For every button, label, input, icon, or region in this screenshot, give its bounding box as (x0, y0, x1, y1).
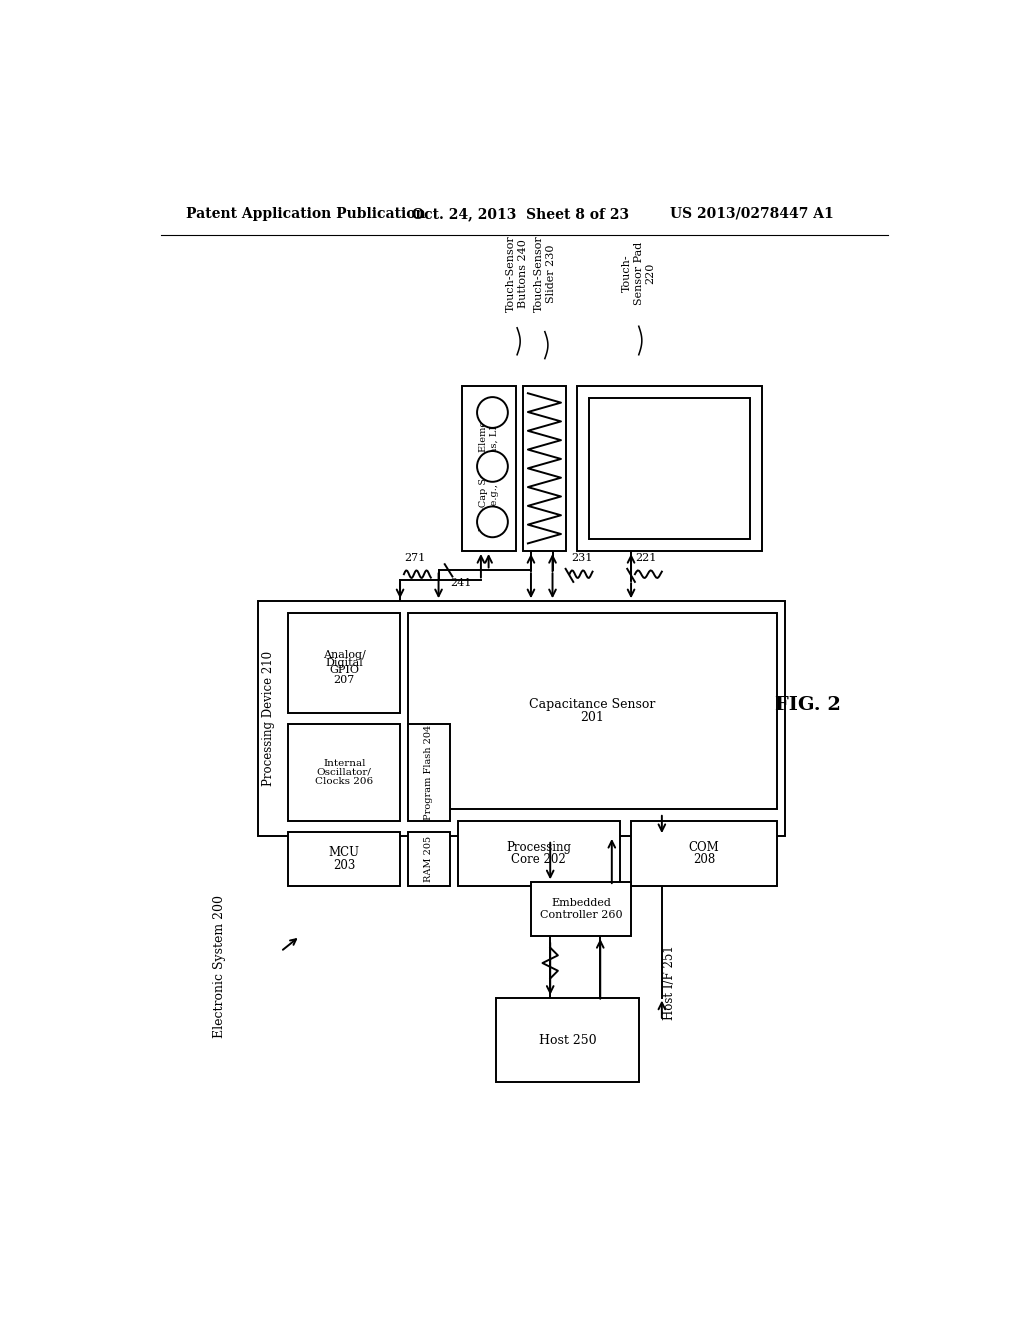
Text: Patent Application Publication: Patent Application Publication (186, 207, 426, 220)
Text: Analog/: Analog/ (323, 649, 366, 660)
Bar (590, 397, 750, 539)
Bar (578, 385, 762, 552)
Text: COM: COM (689, 841, 720, 854)
Text: Processing: Processing (506, 841, 571, 854)
Bar (289, 612, 400, 713)
Bar (631, 821, 777, 886)
Text: 207: 207 (334, 675, 355, 685)
Text: 221: 221 (635, 553, 656, 564)
Circle shape (477, 397, 508, 428)
Text: Oct. 24, 2013  Sheet 8 of 23: Oct. 24, 2013 Sheet 8 of 23 (412, 207, 629, 220)
Text: Touch-Sensor
Slider 230: Touch-Sensor Slider 230 (535, 236, 556, 313)
Bar (523, 385, 565, 552)
Text: Electronic System 200: Electronic System 200 (213, 895, 225, 1039)
Text: 203: 203 (333, 859, 355, 871)
Text: Touch-Sensor
Buttons 240: Touch-Sensor Buttons 240 (506, 236, 528, 313)
Bar (289, 725, 400, 821)
Circle shape (477, 507, 508, 537)
Text: Digital: Digital (326, 657, 364, 668)
Bar (258, 601, 785, 836)
Text: MCU: MCU (329, 846, 359, 859)
Bar (497, 998, 639, 1082)
Text: Oscillator/: Oscillator/ (316, 768, 372, 777)
Bar (458, 821, 620, 886)
Bar (462, 385, 515, 552)
Text: Core 202: Core 202 (511, 853, 566, 866)
Circle shape (477, 451, 508, 482)
Text: RAM 205: RAM 205 (424, 836, 433, 882)
Text: Touch-
Sensor Pad
220: Touch- Sensor Pad 220 (623, 242, 655, 305)
Text: Internal: Internal (323, 759, 366, 768)
Text: FIG. 2: FIG. 2 (775, 696, 841, 714)
Text: Capacitance Sensor: Capacitance Sensor (529, 698, 655, 711)
Text: Host 250: Host 250 (539, 1034, 596, 1047)
Bar (408, 612, 777, 809)
Text: Program Flash 204: Program Flash 204 (424, 725, 433, 820)
Text: 208: 208 (693, 853, 716, 866)
Text: US 2013/0278447 A1: US 2013/0278447 A1 (670, 207, 834, 220)
Text: Processing Device 210: Processing Device 210 (262, 651, 274, 787)
Text: 271: 271 (403, 553, 425, 564)
Bar (408, 832, 451, 886)
Text: 201: 201 (581, 710, 604, 723)
Bar (289, 832, 400, 886)
Text: 231: 231 (571, 553, 592, 564)
Text: 241: 241 (451, 578, 471, 587)
Text: Controller 260: Controller 260 (540, 911, 623, 920)
Text: Non-Cap Sense Elements: Non-Cap Sense Elements (479, 405, 487, 531)
Text: Clocks 206: Clocks 206 (315, 777, 374, 787)
Bar (531, 882, 631, 936)
Text: Host I/F 251: Host I/F 251 (664, 945, 676, 1019)
Text: 270 (e.g., Buttons, LEDs): 270 (e.g., Buttons, LEDs) (490, 405, 500, 531)
Text: Embedded: Embedded (551, 898, 611, 908)
Text: GPIO: GPIO (330, 665, 359, 676)
Bar (408, 725, 451, 821)
